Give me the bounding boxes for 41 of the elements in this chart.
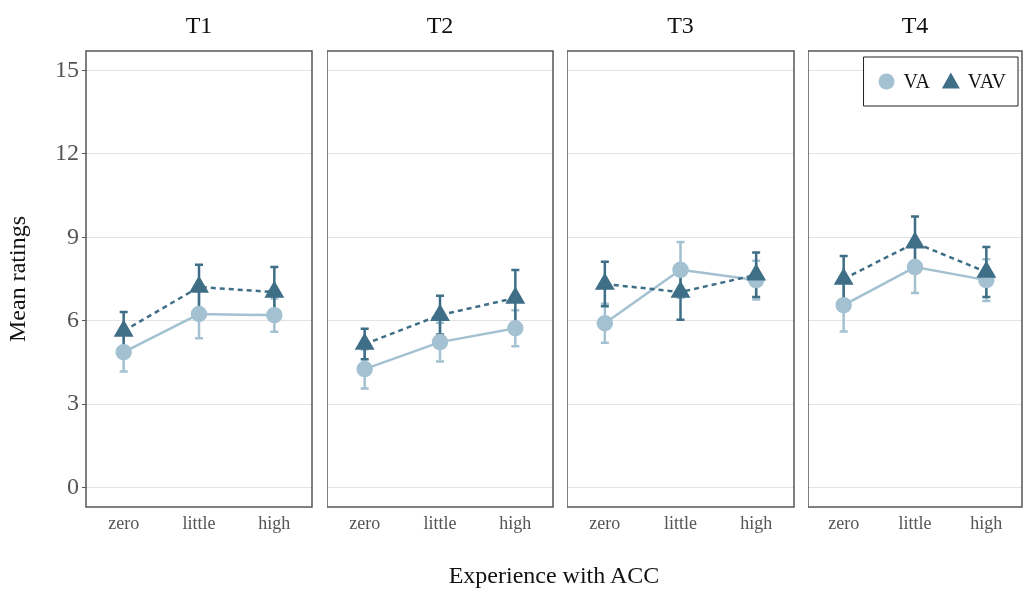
point	[356, 360, 373, 378]
y-axis-title: Mean ratings	[3, 216, 30, 342]
point	[596, 314, 614, 332]
point	[835, 296, 852, 314]
point	[671, 281, 690, 298]
chart-title: T1	[184, 12, 214, 39]
x-tick-label: high	[970, 512, 1003, 533]
x-tick-label: little	[664, 512, 697, 533]
chart-title: T4	[900, 12, 930, 39]
legend-label: VA	[903, 69, 931, 92]
y-tick-label: 15	[55, 55, 79, 82]
x-tick-label: zero	[828, 512, 860, 533]
x-tick-label: high	[740, 512, 773, 533]
y-tick-label: 9	[67, 222, 79, 249]
x-tick-label: zero	[349, 512, 381, 533]
point	[430, 304, 450, 321]
point	[834, 268, 853, 285]
point	[977, 261, 996, 278]
x-tick-label: little	[423, 512, 457, 533]
x-tick-label: high	[499, 512, 532, 533]
x-tick-label: little	[898, 512, 932, 533]
y-tick-label: 6	[67, 306, 79, 332]
legend-label: VAV	[967, 69, 1007, 92]
point	[905, 232, 925, 249]
x-tick-label: little	[182, 512, 216, 533]
point	[355, 333, 374, 350]
x-tick-label: zero	[108, 512, 140, 533]
point	[507, 319, 524, 337]
point	[431, 333, 449, 351]
x-tick-label: zero	[589, 512, 621, 533]
y-tick-label: 3	[67, 389, 79, 416]
x-axis-title: Experience with ACC	[447, 562, 661, 589]
y-tick-label: 12	[55, 139, 79, 166]
point	[506, 287, 525, 304]
point	[747, 264, 766, 281]
point	[595, 273, 614, 290]
chart-title: T2	[425, 12, 455, 39]
point	[906, 258, 924, 276]
chart-title: T3	[666, 12, 695, 39]
y-tick-label: 0	[67, 472, 79, 499]
x-tick-label: high	[258, 512, 291, 533]
